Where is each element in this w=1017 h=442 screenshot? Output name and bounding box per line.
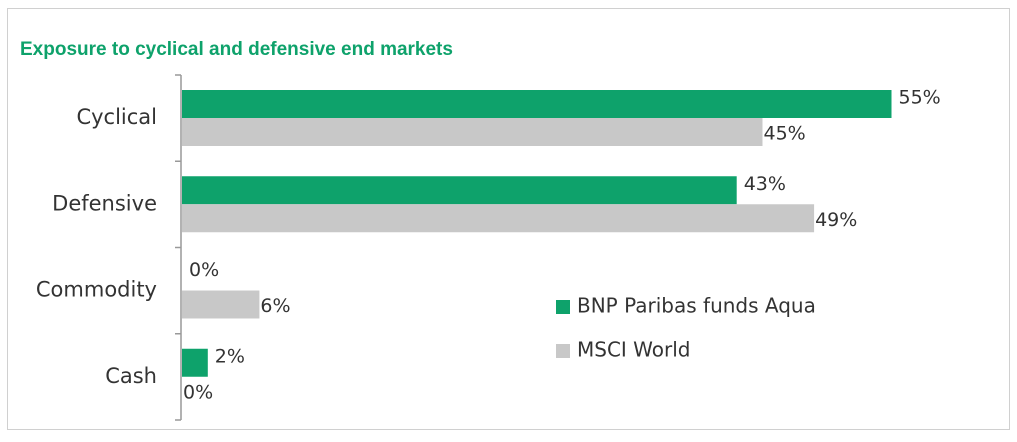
value-label: 49%: [815, 209, 857, 231]
bar: [182, 176, 737, 205]
legend-swatch: [556, 300, 570, 314]
bar: [182, 348, 208, 377]
legend-label: BNP Paribas funds Aqua: [577, 294, 816, 318]
value-label: 0%: [189, 259, 219, 281]
bar: [182, 90, 892, 118]
category-label: Cash: [105, 364, 157, 388]
value-label: 43%: [744, 173, 786, 195]
category-label: Defensive: [52, 191, 157, 215]
bar: [182, 290, 260, 319]
chart-title: Exposure to cyclical and defensive end m…: [20, 39, 453, 60]
value-label: 55%: [899, 87, 941, 109]
bar: [182, 118, 763, 146]
value-label: 2%: [215, 345, 245, 367]
frame: [7, 8, 1010, 430]
category-label: Cyclical: [76, 105, 157, 129]
category-label: Commodity: [36, 278, 157, 302]
legend-swatch: [556, 344, 570, 358]
legend-label: MSCI World: [577, 338, 691, 362]
value-label: 45%: [764, 123, 806, 145]
bar: [182, 204, 815, 233]
value-label: 6%: [260, 295, 290, 317]
value-label: 0%: [183, 381, 213, 403]
